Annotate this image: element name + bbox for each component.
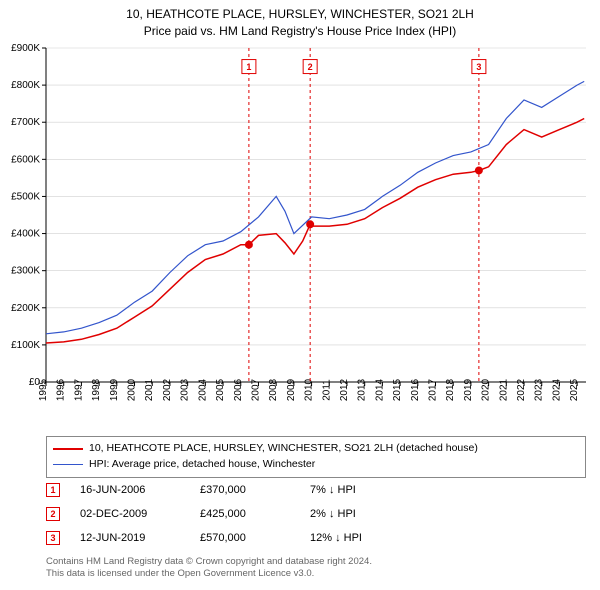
svg-text:£500K: £500K xyxy=(11,191,40,202)
title-line-2: Price paid vs. HM Land Registry's House … xyxy=(0,23,600,40)
events-block: 1 16-JUN-2006 £370,000 7% ↓ HPI 2 02-DEC… xyxy=(46,478,586,550)
event-row-1: 1 16-JUN-2006 £370,000 7% ↓ HPI xyxy=(46,478,586,502)
legend-row-property: 10, HEATHCOTE PLACE, HURSLEY, WINCHESTER… xyxy=(53,441,579,457)
event-diff-3: 12% ↓ HPI xyxy=(310,532,420,544)
title-line-1: 10, HEATHCOTE PLACE, HURSLEY, WINCHESTER… xyxy=(0,6,600,23)
attribution-line-1: Contains HM Land Registry data © Crown c… xyxy=(46,556,586,568)
svg-text:3: 3 xyxy=(476,62,481,72)
event-marker-2: 2 xyxy=(46,507,60,521)
svg-text:£900K: £900K xyxy=(11,43,40,54)
chart-area: £0£100K£200K£300K£400K£500K£600K£700K£80… xyxy=(46,48,586,408)
svg-text:£200K: £200K xyxy=(11,303,40,314)
event-date-3: 12-JUN-2019 xyxy=(80,532,180,544)
svg-text:£700K: £700K xyxy=(11,117,40,128)
event-marker-1: 1 xyxy=(46,483,60,497)
legend-row-hpi: HPI: Average price, detached house, Winc… xyxy=(53,457,579,473)
event-price-2: £425,000 xyxy=(200,508,290,520)
legend-box: 10, HEATHCOTE PLACE, HURSLEY, WINCHESTER… xyxy=(46,436,586,478)
title-block: 10, HEATHCOTE PLACE, HURSLEY, WINCHESTER… xyxy=(0,0,600,40)
event-row-3: 3 12-JUN-2019 £570,000 12% ↓ HPI xyxy=(46,526,586,550)
svg-text:2: 2 xyxy=(308,62,313,72)
event-diff-1: 7% ↓ HPI xyxy=(310,484,420,496)
attribution-line-2: This data is licensed under the Open Gov… xyxy=(46,568,586,580)
legend-label-property: 10, HEATHCOTE PLACE, HURSLEY, WINCHESTER… xyxy=(89,441,478,457)
svg-text:£300K: £300K xyxy=(11,266,40,277)
legend-swatch-property xyxy=(53,448,83,450)
event-marker-3: 3 xyxy=(46,531,60,545)
event-date-1: 16-JUN-2006 xyxy=(80,484,180,496)
chart-container: 10, HEATHCOTE PLACE, HURSLEY, WINCHESTER… xyxy=(0,0,600,590)
event-diff-2: 2% ↓ HPI xyxy=(310,508,420,520)
svg-text:£800K: £800K xyxy=(11,80,40,91)
legend-swatch-hpi xyxy=(53,464,83,465)
svg-text:£600K: £600K xyxy=(11,154,40,165)
svg-text:1: 1 xyxy=(246,62,251,72)
event-row-2: 2 02-DEC-2009 £425,000 2% ↓ HPI xyxy=(46,502,586,526)
event-price-1: £370,000 xyxy=(200,484,290,496)
legend-label-hpi: HPI: Average price, detached house, Winc… xyxy=(89,457,315,473)
event-price-3: £570,000 xyxy=(200,532,290,544)
svg-text:£400K: £400K xyxy=(11,229,40,240)
chart-svg: £0£100K£200K£300K£400K£500K£600K£700K£80… xyxy=(46,48,586,408)
event-date-2: 02-DEC-2009 xyxy=(80,508,180,520)
attribution: Contains HM Land Registry data © Crown c… xyxy=(46,556,586,581)
svg-text:£100K: £100K xyxy=(11,340,40,351)
